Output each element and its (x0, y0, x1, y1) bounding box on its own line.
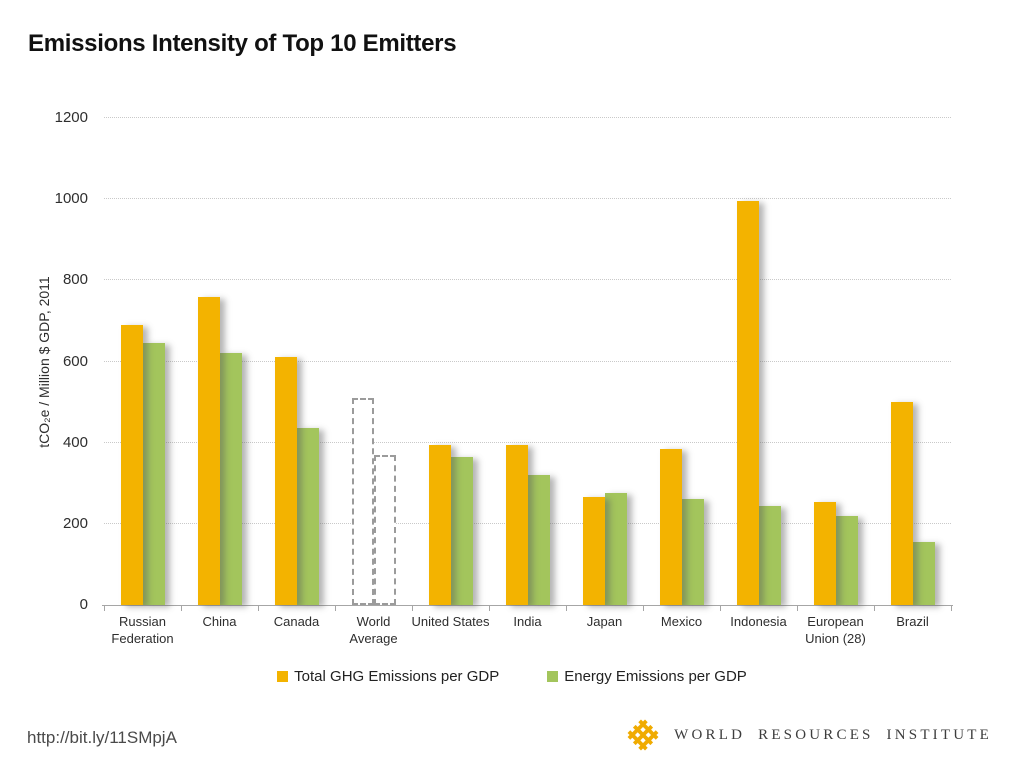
y-tick-label-1200: 1200 (54, 109, 88, 126)
bar-ghg-world-average (352, 398, 374, 605)
x-axis-tick (643, 606, 644, 611)
bar-group-brazil (874, 118, 951, 605)
x-axis-tick (720, 606, 721, 611)
wri-logo: WORLD RESOURCES INSTITUTE (624, 716, 992, 754)
legend-label: Total GHG Emissions per GDP (294, 668, 500, 685)
bar-ghg-united-states (429, 445, 451, 605)
gridline-1000 (104, 198, 951, 200)
bar-group-united-states (412, 118, 489, 605)
bar-group-european-union-(28) (797, 118, 874, 605)
x-category-label-mexico: Mexico (660, 614, 703, 629)
x-axis-tick (797, 606, 798, 611)
y-tick-label-400: 400 (62, 433, 88, 451)
y-tick-label-600: 600 (62, 352, 88, 370)
bar-energy-india (528, 475, 550, 605)
x-category-label-brazil: Brazil (896, 614, 929, 629)
y-tick-label-200: 200 (62, 514, 88, 532)
bar-group-indonesia (720, 118, 797, 605)
x-axis-tick (874, 606, 875, 611)
gridline-400 (104, 441, 951, 443)
total-ghg-swatch-icon (277, 671, 289, 682)
y-tick-label-800: 800 (62, 271, 88, 289)
plot-area (102, 117, 953, 611)
bar-energy-mexico (682, 499, 704, 605)
bar-energy-russian-federation (143, 343, 165, 605)
legend-item-energy: Energy Emissions per GDP (547, 668, 747, 685)
x-axis-tick (489, 606, 490, 611)
bar-ghg-brazil (891, 402, 913, 605)
gridline-600 (104, 360, 951, 362)
x-axis-tick (566, 606, 567, 611)
energy-swatch-icon (547, 671, 559, 682)
bar-ghg-russian-federation (121, 325, 143, 605)
legend-item-total-ghg: Total GHG Emissions per GDP (277, 668, 499, 685)
bar-group-mexico (643, 118, 720, 605)
y-tick-label-0: 0 (79, 596, 88, 613)
x-category-label-japan: Japan (586, 614, 623, 629)
bar-group-china (181, 118, 258, 605)
bar-ghg-european-union-(28) (814, 502, 836, 605)
x-category-label-russian-federation: Russian Federation (111, 614, 174, 646)
x-axis-tick (412, 606, 413, 611)
bar-group-russian-federation (104, 118, 181, 605)
bar-ghg-canada (275, 357, 297, 605)
legend-label: Energy Emissions per GDP (564, 668, 747, 685)
x-category-label-united-states: United States (411, 614, 490, 629)
bar-energy-canada (297, 428, 319, 605)
chart-legend: Total GHG Emissions per GDP Energy Emiss… (0, 668, 1024, 685)
x-category-label-european-union-(28): European Union (28) (805, 614, 866, 646)
x-category-label-world-average: World Average (349, 614, 398, 646)
x-axis-tick (258, 606, 259, 611)
x-axis-tick (335, 606, 336, 611)
bar-energy-japan (605, 493, 627, 605)
y-axis-tick-labels: 0 200 400 600 800 1000 1200 (0, 109, 96, 613)
x-category-label-china: China (202, 614, 237, 629)
wri-logo-text: WORLD RESOURCES INSTITUTE (674, 726, 992, 743)
x-axis-tick (951, 606, 952, 611)
bar-ghg-china (198, 297, 220, 605)
wri-weave-icon (627, 719, 659, 751)
chart-title: Emissions Intensity of Top 10 Emitters (28, 30, 457, 57)
y-tick-label-1000: 1000 (54, 190, 88, 208)
bar-group-world-average (335, 118, 412, 605)
bar-ghg-mexico (660, 449, 682, 605)
x-category-label-india: India (513, 614, 542, 629)
bar-group-japan (566, 118, 643, 605)
bar-energy-world-average (374, 455, 396, 605)
bar-group-india (489, 118, 566, 605)
bar-energy-united-states (451, 457, 473, 605)
bar-energy-indonesia (759, 506, 781, 605)
gridline-1200 (104, 117, 951, 118)
bar-group-canada (258, 118, 335, 605)
bar-ghg-indonesia (737, 201, 759, 605)
bar-ghg-japan (583, 497, 605, 605)
bar-ghg-india (506, 445, 528, 605)
source-url: http://bit.ly/11SMpjA (27, 728, 177, 747)
bar-energy-european-union-(28) (836, 516, 858, 605)
x-category-label-canada: Canada (273, 614, 320, 629)
x-axis-line (102, 605, 953, 606)
bar-energy-china (220, 353, 242, 605)
bar-energy-brazil (913, 542, 935, 605)
gridline-800 (104, 279, 951, 281)
x-category-label-indonesia: Indonesia (730, 614, 787, 629)
x-axis-tick (181, 606, 182, 611)
x-axis-tick (104, 606, 105, 611)
